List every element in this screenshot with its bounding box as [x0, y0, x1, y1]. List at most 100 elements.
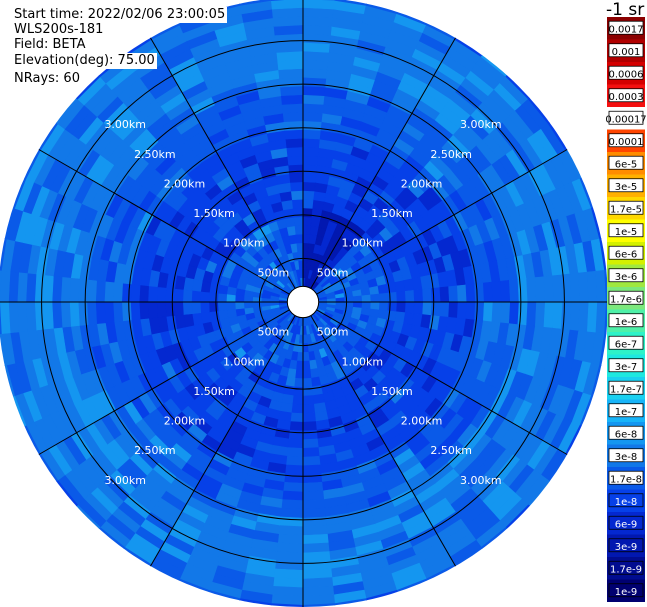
- range-ring-label: 2.50km: [134, 444, 176, 457]
- ppi-cell: [279, 516, 304, 528]
- ppi-cell: [352, 295, 363, 303]
- ppi-cell: [282, 481, 304, 493]
- ppi-cell: [103, 280, 115, 303]
- ppi-cell: [294, 224, 304, 235]
- range-ring-label: 2.50km: [134, 148, 176, 161]
- ppi-cell: [500, 279, 511, 303]
- ppi-cell: [278, 525, 304, 536]
- ppi-cell: [69, 277, 80, 303]
- ppi-cell: [482, 301, 494, 323]
- ppi-cell: [404, 301, 415, 315]
- ppi-cell: [0, 269, 2, 303]
- colorbar-label-box: [608, 403, 644, 418]
- colorbar-tick-label: 3e-8: [615, 452, 638, 463]
- azimuth-spoke: [310, 37, 456, 289]
- ppi-cell: [361, 294, 372, 303]
- ppi-cell: [42, 274, 54, 303]
- colorbar: 0.0017 0.001 0.0006 0.0003 0.00017 0.0001 6e-5…: [605, 17, 647, 602]
- ppi-cell: [378, 292, 389, 303]
- ppi-cell: [413, 289, 424, 303]
- ppi-cell: [290, 412, 304, 423]
- ppi-cell: [147, 301, 158, 319]
- ppi-cell: [302, 181, 316, 192]
- ppi-cell: [281, 102, 304, 114]
- colorbar-label-box: [608, 538, 644, 553]
- ppi-cell: [130, 301, 141, 321]
- ppi-cell: [448, 301, 459, 319]
- ppi-cell: [465, 301, 476, 321]
- ppi-cell: [103, 301, 115, 324]
- ppi-cell: [60, 301, 72, 328]
- colorbar-tick-label: 0.0017: [609, 24, 644, 35]
- colorbar-tick-label: 0.0006: [609, 69, 644, 80]
- colorbar-label-box: [608, 43, 644, 58]
- elevation-text: Elevation(deg): 75.00: [12, 53, 157, 69]
- colorbar-tick-label: 0.0001: [609, 137, 644, 148]
- colorbar-tick-label: 3e-9: [615, 542, 638, 553]
- ppi-cell: [302, 233, 311, 244]
- colorbar-tick-label: 1e-7: [615, 407, 638, 418]
- colorbar-label-box: [608, 583, 644, 598]
- colorbar-unit-label: -1 sr: [606, 0, 645, 20]
- ppi-cell: [299, 268, 304, 279]
- colorbar-label-box: [608, 380, 644, 395]
- range-ring-label: 1.50km: [193, 207, 235, 220]
- colorbar-tick-label: 3e-5: [615, 182, 638, 193]
- ppi-cell: [491, 280, 503, 303]
- ppi-cell: [302, 41, 331, 53]
- ppi-cell: [234, 301, 245, 310]
- range-ring-label: 500m: [258, 266, 290, 279]
- colorbar-tick-label: 0.00017: [605, 114, 646, 125]
- ppi-cell: [276, 542, 304, 554]
- ppi-cell: [0, 301, 2, 335]
- ppi-cell: [285, 137, 304, 149]
- ppi-cell: [95, 301, 106, 325]
- ppi-cell: [226, 308, 237, 319]
- ppi-cell: [302, 190, 316, 201]
- range-ring-label: 500m: [317, 266, 349, 279]
- ppi-cell: [86, 279, 98, 303]
- colorbar-label-box: [608, 133, 644, 148]
- ppi-cell: [147, 285, 158, 303]
- radar-center: [286, 285, 320, 319]
- ppi-cell: [293, 377, 304, 388]
- ppi-cell: [302, 198, 315, 209]
- ppi-cell: [296, 242, 304, 253]
- ppi-cell: [291, 198, 304, 209]
- ppi-cell: [302, 76, 327, 88]
- ppi-cell: [369, 285, 380, 296]
- colorbar-label-box: [608, 223, 644, 238]
- azimuth-spoke: [150, 315, 296, 567]
- nrays-text: NRays: 60: [12, 71, 82, 87]
- ppi-cell: [295, 360, 304, 371]
- colorbar-label-box: [608, 448, 644, 463]
- ppi-cell: [156, 301, 167, 318]
- ppi-cell: [534, 276, 546, 303]
- ppi-cell: [173, 301, 184, 316]
- ppi-cell: [290, 403, 304, 414]
- ppi-cell: [326, 298, 337, 303]
- range-ring-label: 2.50km: [430, 148, 472, 161]
- colorbar-label-box: [608, 335, 644, 350]
- colorbar-tick-label: 6e-6: [615, 249, 638, 260]
- ppi-cell: [234, 294, 245, 303]
- range-ring-label: 1.00km: [341, 237, 383, 250]
- colorbar-tick-label: 6e-9: [615, 519, 638, 530]
- ppi-cell: [282, 111, 304, 123]
- ppi-cell: [302, 490, 325, 502]
- ppi-cell: [552, 301, 564, 330]
- ppi-cell: [277, 533, 304, 545]
- ppi-cell: [225, 293, 236, 303]
- ppi-cell: [302, 68, 328, 79]
- ppi-cell: [335, 297, 346, 303]
- range-ring-label: 1.00km: [223, 237, 265, 250]
- colorbar-label-box: [608, 245, 644, 260]
- ppi-cell: [284, 216, 296, 228]
- range-ring-labels: 500m 500m 500m 500m 1.00km 1.00km 1.00km 1.00km…: [104, 118, 501, 487]
- ppi-cell: [302, 481, 324, 493]
- ppi-cell: [534, 301, 546, 328]
- ppi-cell: [51, 301, 63, 329]
- colorbar-label-box: [608, 493, 644, 508]
- colorbar-label-box: [608, 88, 644, 103]
- colorbar-label-box: [608, 155, 644, 170]
